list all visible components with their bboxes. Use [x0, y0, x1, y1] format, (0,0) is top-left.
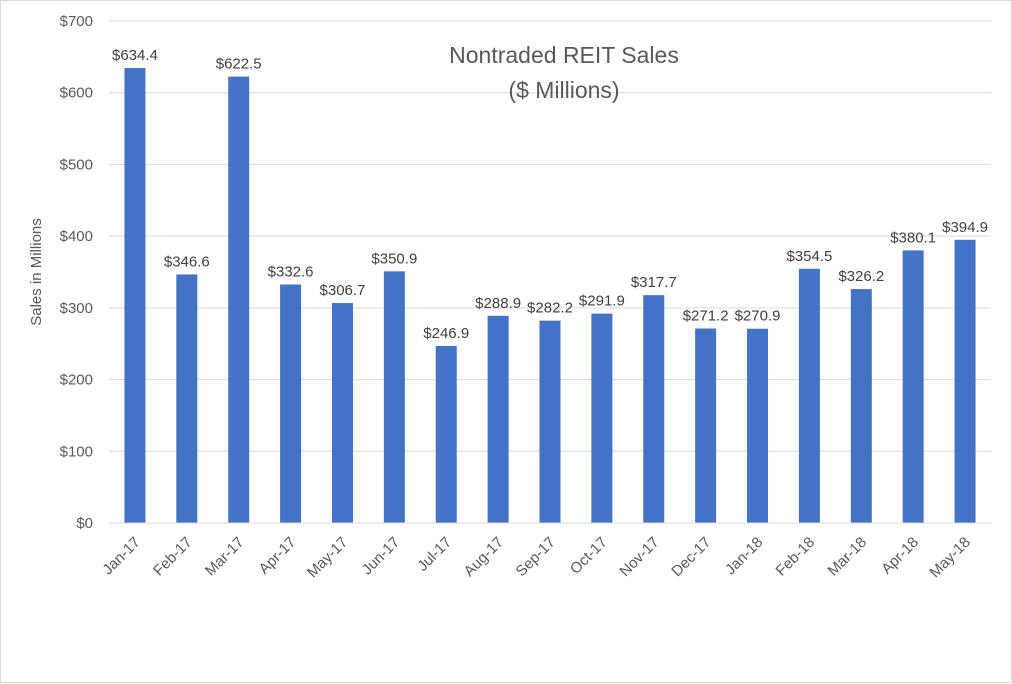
bar-feb-17 [176, 274, 198, 523]
bar-sep-17 [539, 320, 561, 523]
data-label: $270.9 [735, 308, 781, 325]
y-tick-label: $500 [60, 156, 93, 173]
bars [124, 68, 976, 524]
x-axis-ticks: Jan-17 Feb-17 Mar-17 Apr-17 May-17 Jun-17 Jul-… [99, 534, 974, 581]
bar-aug-17 [487, 315, 509, 523]
y-tick-label: $600 [60, 85, 93, 102]
bar-apr-17 [280, 284, 302, 523]
y-tick-label: $400 [60, 228, 93, 245]
y-axis-ticks: $0 $100 $200 $300 $400 $500 $600 $700 [60, 13, 93, 532]
y-tick-label: $300 [60, 300, 93, 317]
data-label: $622.5 [216, 56, 262, 73]
data-label: $394.9 [942, 219, 988, 236]
x-tick-label: Feb-17 [150, 534, 196, 580]
data-label: $634.4 [112, 47, 158, 64]
data-label: $354.5 [786, 248, 832, 265]
x-tick-label: Jun-17 [359, 534, 403, 578]
bar-jan-18 [747, 328, 769, 523]
y-tick-label: $700 [60, 13, 93, 30]
x-tick-label: Feb-18 [773, 534, 819, 580]
chart-title-line-1: Nontraded REIT Sales [449, 42, 679, 68]
data-label: $346.6 [164, 253, 210, 270]
bar-nov-17 [643, 295, 665, 523]
x-tick-label: Jul-17 [414, 534, 455, 575]
data-label: $306.7 [320, 282, 366, 299]
x-tick-label: Oct-17 [567, 534, 611, 578]
data-labels: $634.4 $346.6 $622.5 $332.6 $306.7 $350.9 $246… [112, 47, 988, 342]
x-tick-label: Aug-17 [461, 534, 507, 580]
bar-may-17 [331, 303, 353, 523]
x-tick-label: May-18 [926, 534, 973, 581]
x-tick-label: Apr-17 [256, 534, 300, 578]
data-label: $291.9 [579, 293, 625, 310]
y-tick-label: $200 [60, 372, 93, 389]
bar-may-18 [954, 239, 976, 523]
data-label: $282.2 [527, 300, 573, 317]
x-tick-label: Mar-17 [202, 534, 248, 580]
bar-mar-17 [228, 76, 250, 523]
x-tick-label: Jan-18 [722, 534, 766, 578]
y-tick-label: $0 [76, 515, 93, 532]
bar-mar-18 [850, 289, 872, 523]
data-label: $246.9 [423, 325, 469, 342]
x-tick-label: Nov-17 [616, 534, 662, 580]
data-label: $317.7 [631, 274, 677, 291]
x-tick-label: Apr-18 [878, 534, 922, 578]
y-axis-label: Sales in Millions [28, 218, 45, 326]
x-tick-label: Sep-17 [513, 534, 559, 580]
bar-jan-17 [124, 68, 146, 524]
data-label: $326.2 [838, 268, 884, 285]
y-tick-label: $100 [60, 443, 93, 460]
gridlines [109, 20, 991, 452]
bar-jun-17 [383, 271, 405, 523]
x-tick-label: Jan-17 [99, 534, 143, 578]
x-tick-label: May-17 [304, 534, 351, 581]
chart-title-line-2: ($ Millions) [508, 77, 619, 103]
bar-oct-17 [591, 313, 613, 523]
bar-feb-18 [798, 268, 820, 523]
bar-dec-17 [695, 328, 717, 523]
data-label: $288.9 [475, 295, 521, 312]
x-tick-label: Mar-18 [825, 534, 871, 580]
bar-jul-17 [435, 345, 457, 523]
x-tick-label: Dec-17 [668, 534, 714, 580]
bar-apr-18 [902, 250, 924, 523]
data-label: $380.1 [890, 229, 936, 246]
data-label: $271.2 [683, 308, 729, 325]
data-label: $332.6 [268, 263, 314, 280]
data-label: $350.9 [371, 250, 417, 267]
